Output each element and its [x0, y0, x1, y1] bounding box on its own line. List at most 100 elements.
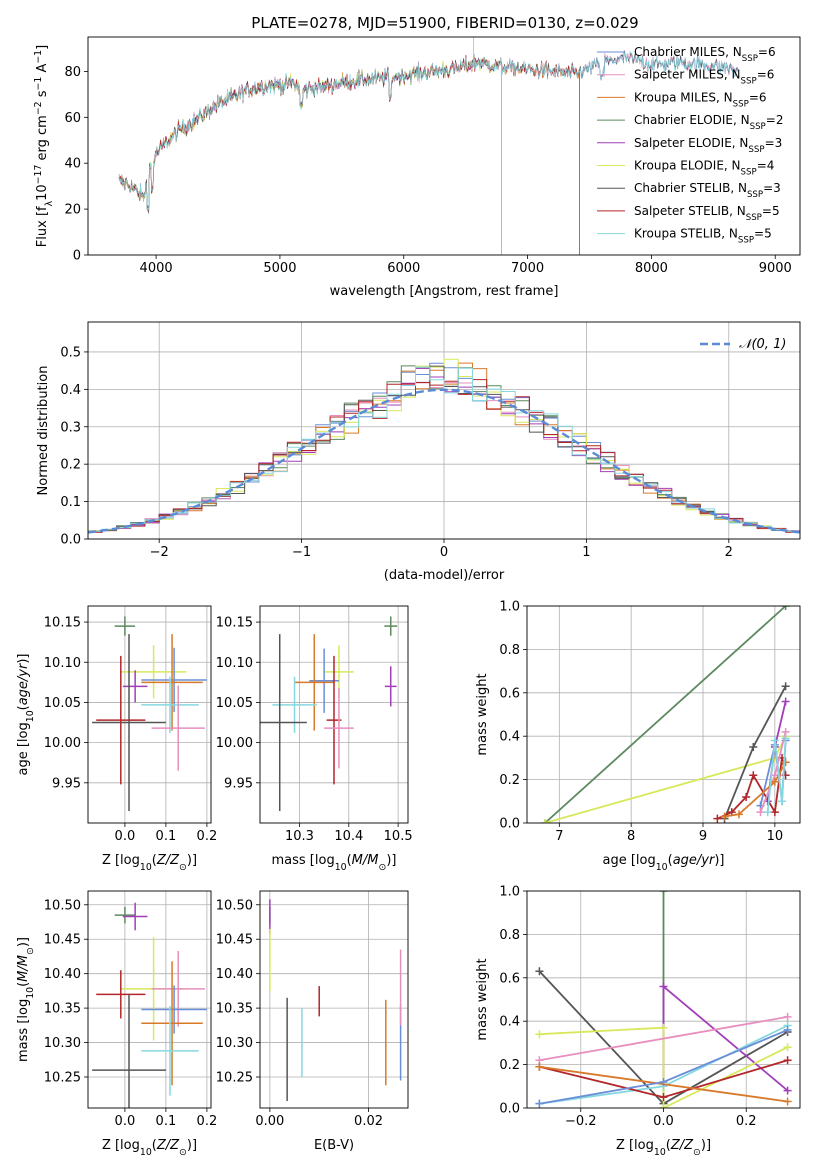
x-tick-label: 0.02: [354, 1114, 383, 1129]
y-axis-label: Normed distribution: [36, 366, 51, 496]
figure-title: PLATE=0278, MJD=51900, FIBERID=0130, z=0…: [251, 14, 638, 32]
plot-area: [535, 891, 792, 1108]
y-tick-label: 80: [64, 65, 81, 80]
y-tick-label: 10.50: [44, 898, 81, 913]
y-tick-label: 0.6: [499, 971, 520, 986]
y-axis-label: mass weight: [475, 958, 490, 1040]
series-chabrier-elodie: [540, 606, 790, 823]
x-tick-label: 0.0: [115, 829, 136, 844]
x-tick-label: 4000: [140, 261, 173, 276]
x-tick-label: 9000: [759, 261, 792, 276]
legend-label-salpeter-elodie: Salpeter ELODIE, NSSP=3: [634, 136, 782, 155]
y-tick-label: 10.05: [44, 696, 81, 711]
y-tick-label: 10.35: [44, 1002, 81, 1017]
marker-kroupa-miles: [535, 1062, 544, 1071]
errorbar-chabrier-stelib: [92, 634, 166, 811]
errorbar-chabrier-miles: [141, 985, 207, 1034]
marker-kroupa-miles: [783, 1097, 792, 1106]
errorbar-salpeter-stelib: [96, 655, 146, 785]
axes-frame: [87, 321, 801, 540]
y-tick-label: 0.5: [60, 345, 81, 360]
y-tick-label: 10.40: [216, 967, 253, 982]
errorbar-salpeter-elodie: [122, 670, 148, 703]
panel-residuals: −2 −1 0 1 2 0.0 0.1 0.2 0.3 0.4 0.5 𝒩(0, 1) (data-mo…: [36, 321, 801, 583]
x-tick-label: 10: [767, 829, 784, 844]
x-tick-label: 10.5: [384, 829, 413, 844]
marker-kroupa-elodie: [659, 1104, 668, 1108]
errorbar-chabrier-elodie: [384, 616, 398, 636]
y-tick-label: 9.95: [52, 776, 81, 791]
marker-kroupa-stelib: [763, 808, 772, 817]
legend-label-salpeter-miles: Salpeter MILES, NSSP=6: [634, 68, 774, 87]
errorbar-chabrier-elodie: [114, 906, 136, 924]
errorbar-chabrier-miles: [141, 647, 207, 713]
errorbar-kroupa-miles: [141, 961, 203, 1086]
legend-label-normal: 𝒩(0, 1): [739, 337, 786, 352]
y-tick-label: 10.25: [216, 1071, 253, 1086]
y-tick-label: 10.35: [216, 1002, 253, 1017]
y-tick-label: 0.2: [60, 458, 81, 473]
x-tick-label: −1: [292, 545, 311, 560]
y-tick-label: 10.45: [216, 933, 253, 948]
y-tick-label: 9.95: [224, 776, 253, 791]
y-tick-label: 10.45: [44, 933, 81, 948]
y-tick-label: 0.0: [499, 817, 520, 832]
marker-salpeter-miles: [783, 1012, 792, 1021]
legend-label-kroupa-stelib: Kroupa STELIB, NSSP=5: [634, 227, 772, 246]
x-tick-label: 5000: [263, 261, 296, 276]
legend-label-chabrier-elodie: Chabrier ELODIE, NSSP=2: [634, 113, 783, 132]
panel-mass-vs-ebv: 0.00 0.02 10.25 10.30 10.35 10.40 10.45 10.50 E(…: [216, 890, 409, 1153]
errorbar-chabrier-stelib: [260, 634, 307, 811]
x-tick-label: 2: [725, 545, 733, 560]
x-axis-label: age [log10(age/yr)]: [602, 853, 724, 873]
errorbar-kroupa-miles: [294, 634, 334, 731]
axes-frame: [526, 605, 801, 824]
x-axis-label: (data-model)/error: [384, 568, 505, 583]
axes-frame: [259, 890, 409, 1109]
marker-chabrier-stelib: [535, 967, 544, 976]
x-axis-label: Z [log10(Z/Z⊙)]: [102, 1138, 197, 1158]
marker-kroupa-miles: [734, 810, 743, 819]
y-axis-label: age [log10(age/yr)]: [16, 653, 36, 775]
marker-chabrier-stelib: [749, 743, 758, 752]
marker-kroupa-stelib: [770, 736, 779, 745]
marker-chabrier-miles: [783, 1025, 792, 1034]
axes-frame: [87, 605, 212, 824]
y-tick-label: 10.25: [44, 1071, 81, 1086]
x-axis-label: E(B-V): [314, 1138, 354, 1153]
plot-area: [540, 606, 790, 823]
x-tick-label: 10.4: [334, 829, 363, 844]
series-chabrier-miles: [535, 1025, 792, 1108]
errorbar-kroupa-miles: [141, 634, 203, 731]
y-tick-label: 1.0: [499, 600, 520, 615]
errorbar-salpeter-miles: [151, 950, 205, 1027]
marker-kroupa-stelib: [778, 797, 787, 806]
x-axis-label: wavelength [Angstrom, rest frame]: [330, 284, 559, 299]
y-tick-label: 10.10: [44, 656, 81, 671]
marker-salpeter-stelib: [713, 814, 722, 823]
plot-area: [260, 616, 398, 811]
marker-kroupa-miles: [720, 812, 729, 821]
y-tick-label: 10.05: [216, 696, 253, 711]
marker-kroupa-stelib: [781, 734, 790, 743]
y-tick-label: 0.3: [60, 420, 81, 435]
errorbar-kroupa-stelib: [141, 676, 199, 733]
marker-salpeter-elodie: [783, 1086, 792, 1095]
x-tick-label: −2: [150, 545, 169, 560]
y-tick-label: 10.10: [216, 656, 253, 671]
x-tick-label: 0.2: [197, 829, 218, 844]
plot-area: [118, 37, 739, 255]
y-tick-label: 0.4: [499, 730, 520, 745]
marker-salpeter-stelib: [783, 1056, 792, 1065]
y-tick-label: 0.4: [60, 383, 81, 398]
x-tick-label: 0: [440, 545, 448, 560]
y-tick-label: 10.15: [44, 616, 81, 631]
x-tick-label: 1: [582, 545, 590, 560]
errorbar-salpeter-miles: [324, 687, 354, 769]
marker-salpeter-elodie: [659, 982, 668, 991]
x-tick-label: 0.1: [156, 829, 177, 844]
series-kroupa-stelib: [763, 734, 790, 817]
y-axis-label: Flux [fλ10−17 erg cm−2 s−1 A−1]: [33, 45, 55, 247]
marker-chabrier-miles: [659, 1077, 668, 1086]
plot-area: [88, 358, 800, 539]
